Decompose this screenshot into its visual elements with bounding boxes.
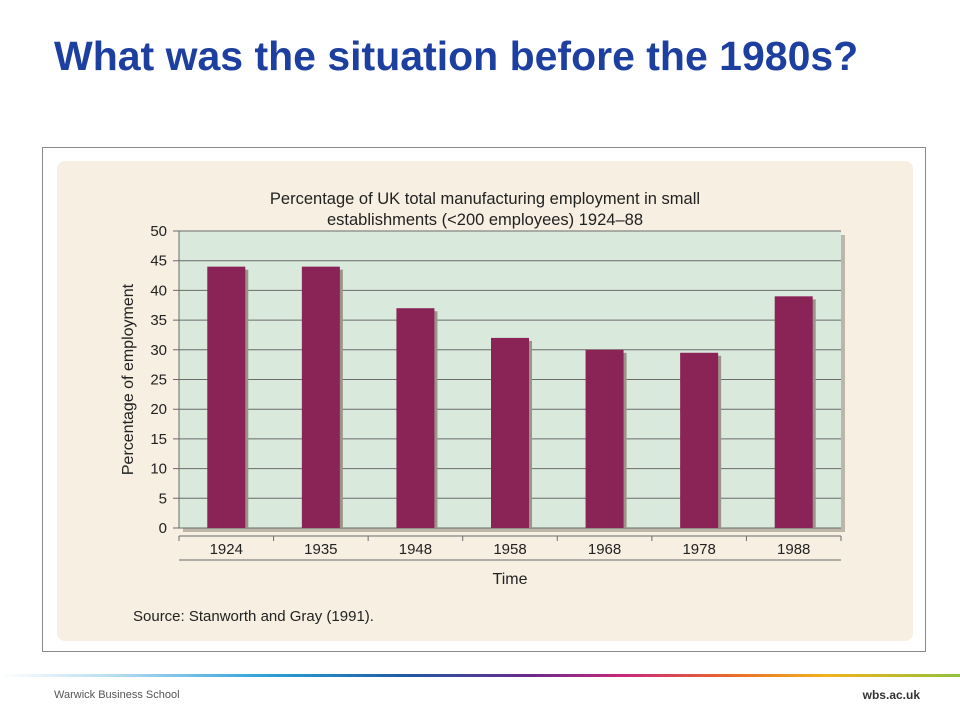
x-tick-label: 1958 — [493, 541, 526, 558]
bar — [585, 349, 624, 528]
x-tick-label: 1968 — [588, 541, 621, 558]
figure-frame: Percentage of UK total manufacturing emp… — [42, 147, 926, 652]
y-axis-label: Percentage of employment — [120, 283, 137, 475]
chart-source: Source: Stanworth and Gray (1991). — [133, 608, 374, 625]
footer-website: wbs.ac.uk — [862, 688, 920, 702]
y-tick-label: 35 — [150, 312, 167, 329]
bar — [207, 266, 246, 528]
footer-school-name: Warwick Business School — [54, 689, 180, 701]
chart-panel: Percentage of UK total manufacturing emp… — [57, 161, 913, 641]
y-tick-label: 5 — [159, 490, 167, 507]
bar — [774, 296, 813, 528]
bar-chart: 0 5 10 15 20 25 30 35 40 45 50 1924 1935 1948 1958 1968… — [120, 223, 845, 588]
y-tick-label: 45 — [150, 253, 167, 270]
chart-title-line-2: establishments (<200 employees) 1924–88 — [327, 211, 643, 229]
x-tick-label: 1988 — [777, 541, 810, 558]
chart-title: Percentage of UK total manufacturing emp… — [57, 189, 913, 231]
footer-divider — [0, 674, 960, 677]
x-tick-label: 1924 — [210, 541, 243, 558]
x-axis-label: Time — [493, 571, 528, 588]
y-tick-label: 20 — [150, 401, 167, 418]
y-tick-label: 30 — [150, 342, 167, 359]
bar — [301, 266, 340, 528]
x-tick-label: 1935 — [304, 541, 337, 558]
y-tick-label: 0 — [159, 520, 167, 537]
bar — [396, 308, 435, 528]
y-tick-label: 25 — [150, 372, 167, 389]
x-tick-label: 1978 — [682, 541, 715, 558]
y-tick-label: 40 — [150, 282, 167, 299]
y-tick-label: 50 — [150, 223, 167, 240]
chart-title-line-1: Percentage of UK total manufacturing emp… — [269, 190, 701, 208]
y-tick-label: 10 — [150, 461, 167, 478]
bar — [680, 352, 719, 528]
bar — [491, 337, 529, 528]
x-tick-label: 1948 — [399, 541, 432, 558]
y-tick-label: 15 — [150, 431, 167, 448]
slide-title: What was the situation before the 1980s? — [54, 33, 859, 79]
